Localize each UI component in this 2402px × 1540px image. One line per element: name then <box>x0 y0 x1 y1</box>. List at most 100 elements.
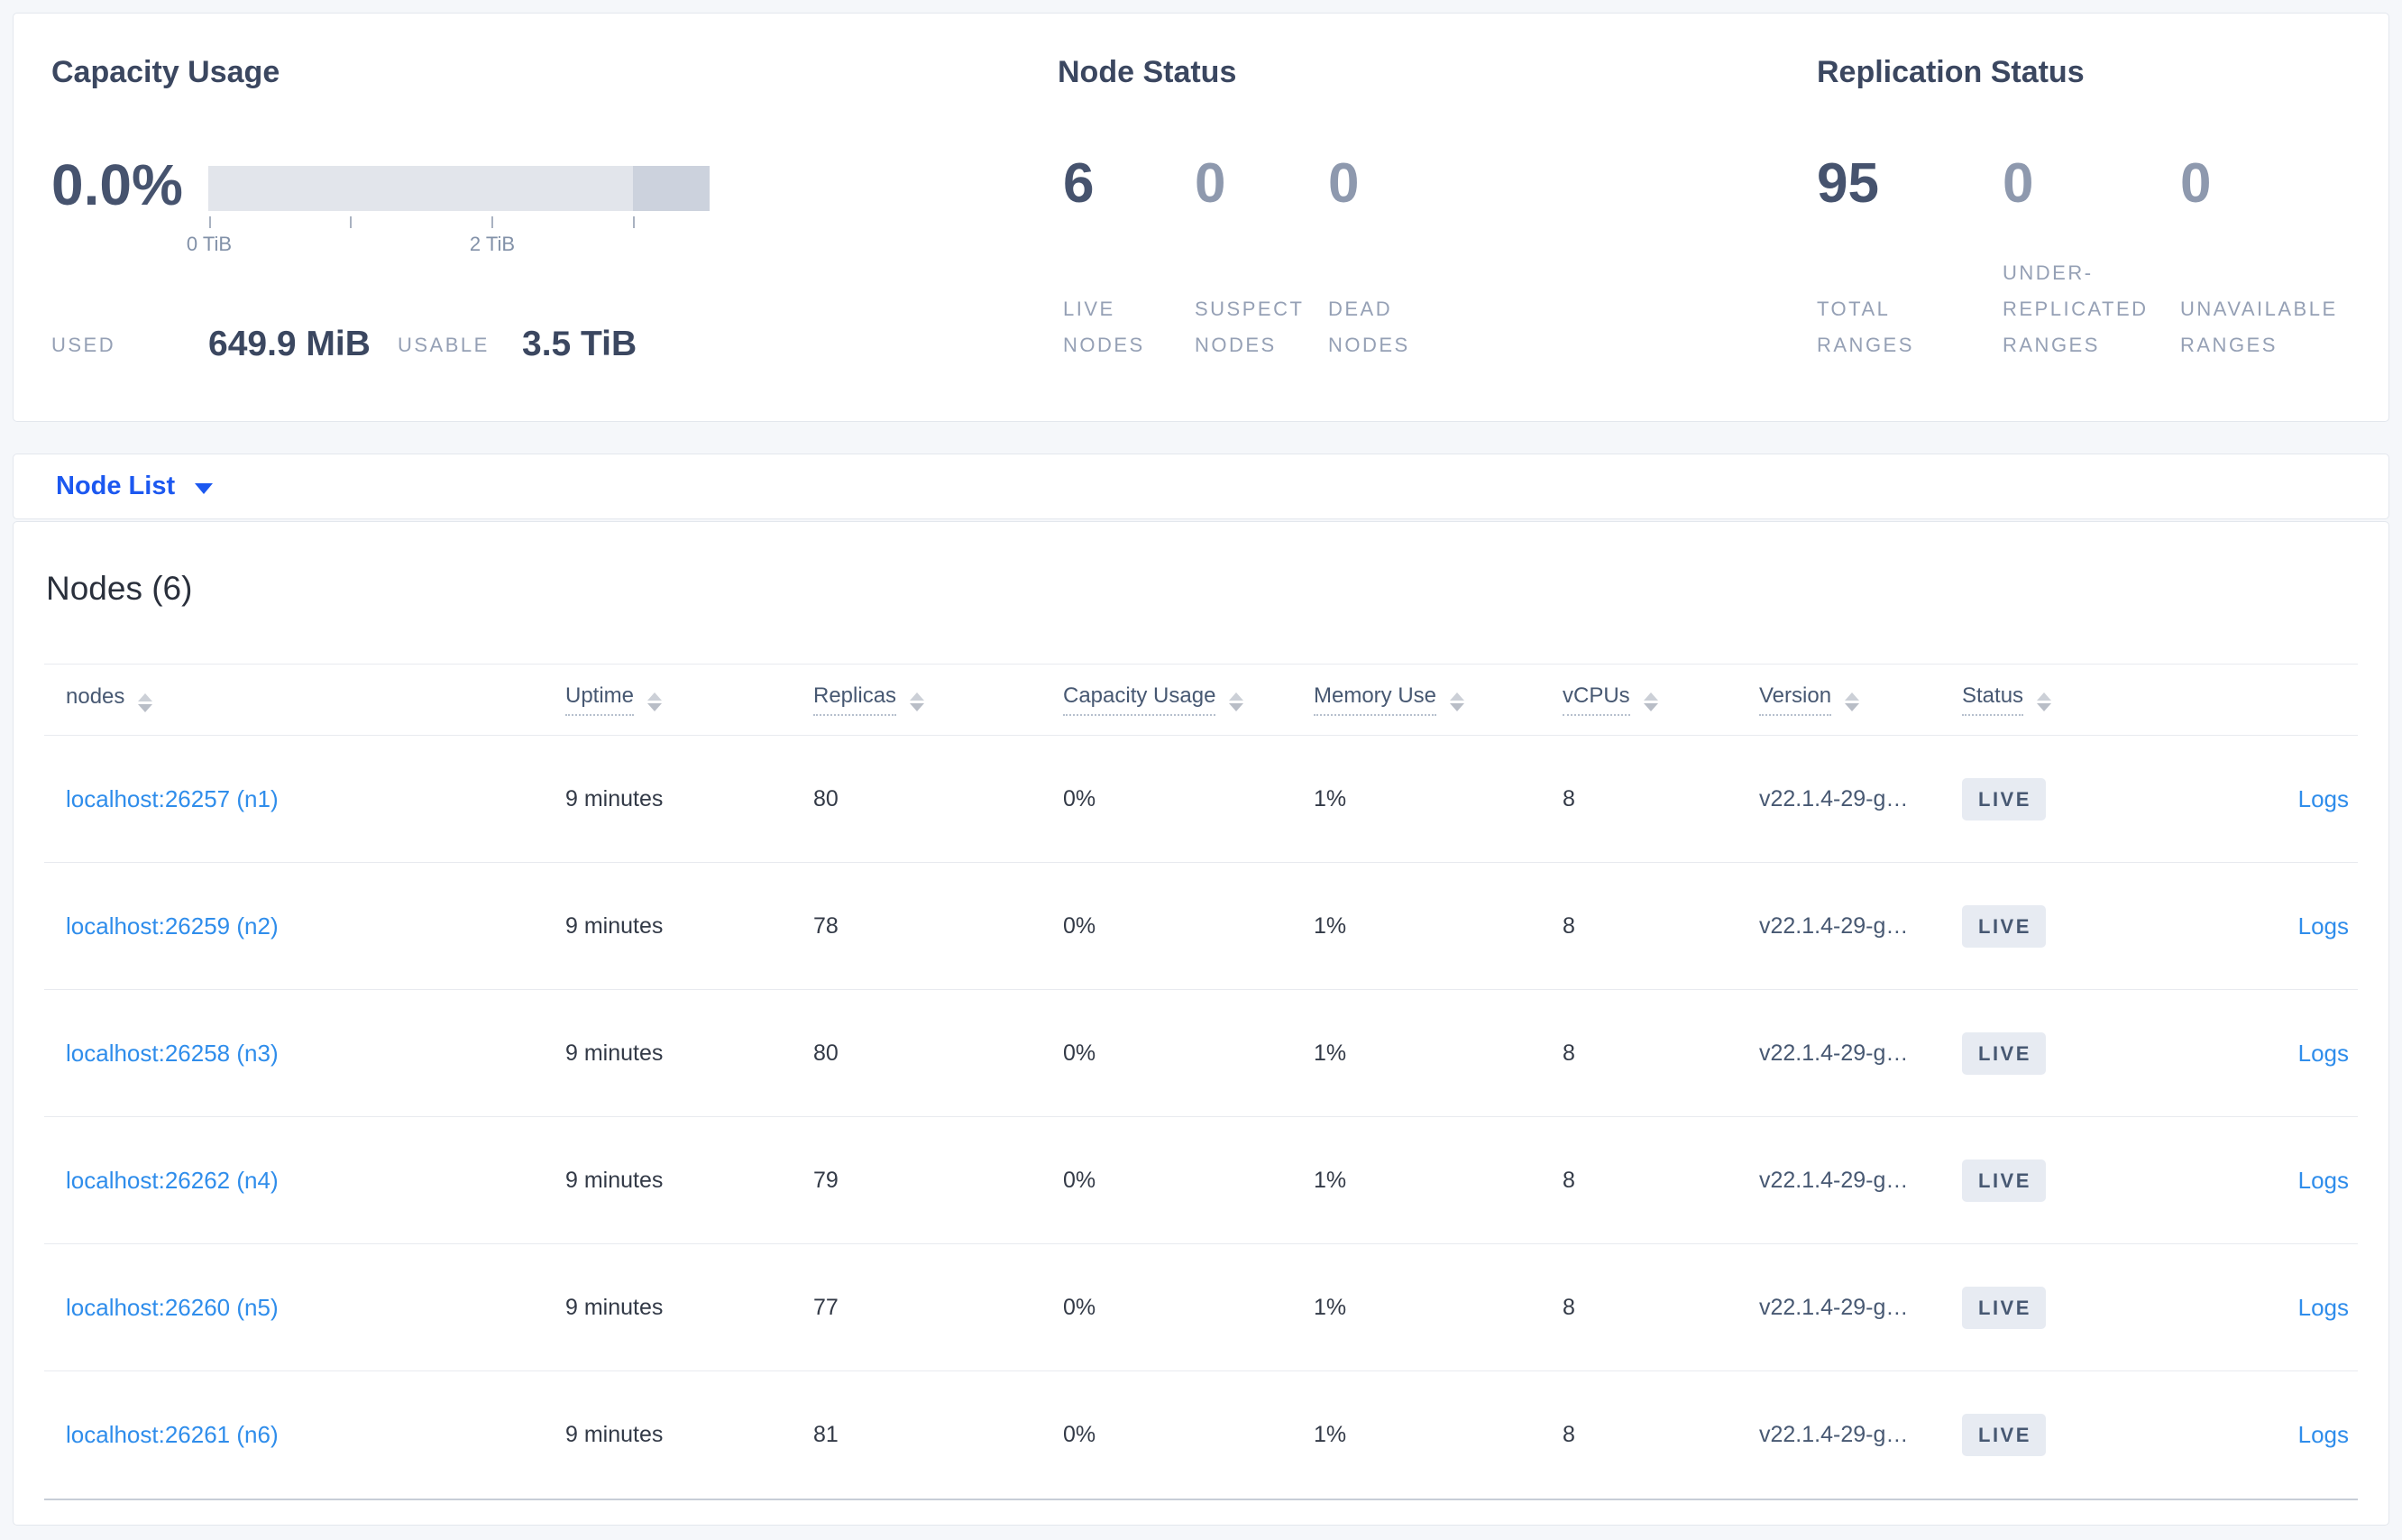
nodes-table-card: Nodes (6) nodes Uptime Replicas Capacity Us… <box>13 521 2389 1526</box>
logs-link[interactable]: Logs <box>2297 1421 2349 1448</box>
logs-link[interactable]: Logs <box>2297 1293 2349 1321</box>
column-header-memory[interactable]: Memory Use <box>1314 683 1563 716</box>
status-badge: LIVE <box>1962 1414 2046 1456</box>
capacity-usage-cell: 0% <box>1063 785 1096 811</box>
status-cell: LIVE <box>1962 1414 2142 1456</box>
capacity-usage-cell: 0% <box>1063 912 1096 939</box>
column-header-label: Memory Use <box>1314 683 1437 716</box>
vcpus-cell: 8 <box>1563 1422 1575 1447</box>
sort-arrows-icon <box>138 693 153 712</box>
table-row: localhost:26257 (n1) 9 minutes 80 0% 1% 8 v22.… <box>44 736 2358 863</box>
table-row: localhost:26261 (n6) 9 minutes 81 0% 1% 8 v22.… <box>44 1371 2358 1499</box>
status-badge: LIVE <box>1962 1159 2046 1202</box>
sort-up-arrow-icon <box>2037 692 2052 701</box>
version-cell: v22.1.4-29-g… <box>1759 912 1909 939</box>
memory-use-cell: 1% <box>1314 1167 1347 1193</box>
replicas-cell: 78 <box>813 912 839 939</box>
chevron-down-icon <box>195 482 214 494</box>
column-header-vcpus[interactable]: vCPUs <box>1563 683 1759 716</box>
node-link[interactable]: localhost:26261 (n6) <box>66 1421 279 1448</box>
sort-down-arrow-icon <box>647 703 663 711</box>
table-row: localhost:26260 (n5) 9 minutes 77 0% 1% 8 v22.… <box>44 1244 2358 1371</box>
replicas-cell: 79 <box>813 1167 839 1193</box>
capacity-used-percent: 0.0% <box>51 152 183 217</box>
logs-link[interactable]: Logs <box>2297 1166 2349 1194</box>
capacity-axis-tick <box>633 216 635 228</box>
column-header-status[interactable]: Status <box>1962 683 2142 716</box>
node-link[interactable]: localhost:26257 (n1) <box>66 784 279 812</box>
nodes-table-title: Nodes (6) <box>46 570 193 607</box>
status-cell: LIVE <box>1962 777 2142 820</box>
sort-arrows-icon <box>1845 692 1860 711</box>
replication-status-panel: Replication Status 95 TOTAL RANGES 0 UNDER-… <box>1817 14 2388 421</box>
nodes-table-header-row: nodes Uptime Replicas Capacity Usage Memory … <box>44 664 2358 736</box>
logs-link[interactable]: Logs <box>2297 912 2349 940</box>
status-badge: LIVE <box>1962 904 2046 948</box>
node-cell: localhost:26261 (n6) <box>66 1421 565 1449</box>
sort-up-arrow-icon <box>1450 692 1465 701</box>
node-cell: localhost:26257 (n1) <box>66 785 565 813</box>
capacity-bar-unusable-segment <box>633 166 710 211</box>
stat-value-dead-nodes: 0 <box>1328 152 1360 215</box>
logs-link[interactable]: Logs <box>2297 1039 2349 1067</box>
replicas-cell: 81 <box>813 1422 839 1447</box>
column-header-label: nodes <box>66 684 125 709</box>
table-row: localhost:26259 (n2) 9 minutes 78 0% 1% 8 v22.… <box>44 863 2358 990</box>
capacity-usage-cell: 0% <box>1063 1422 1096 1447</box>
sort-down-arrow-icon <box>138 704 153 712</box>
table-row: localhost:26258 (n3) 9 minutes 80 0% 1% 8 v22.… <box>44 990 2358 1117</box>
sort-down-arrow-icon <box>2037 703 2052 711</box>
column-header-capacity[interactable]: Capacity Usage <box>1063 683 1314 716</box>
stat-total-ranges: 95 TOTAL RANGES <box>1817 154 1988 363</box>
version-cell: v22.1.4-29-g… <box>1759 1040 1909 1066</box>
sort-up-arrow-icon <box>1643 692 1658 701</box>
cluster-summary-card: Capacity Usage 0.0% 0 TiB 2 TiB USED 649… <box>13 13 2389 422</box>
stat-value-live-nodes: 6 <box>1063 152 1095 215</box>
column-header-replicas[interactable]: Replicas <box>813 683 1063 716</box>
column-header-version[interactable]: Version <box>1759 683 1962 716</box>
uptime-cell: 9 minutes <box>565 1040 664 1066</box>
status-cell: LIVE <box>1962 904 2142 948</box>
uptime-cell: 9 minutes <box>565 785 664 811</box>
node-list-dropdown[interactable]: Node List <box>56 454 214 518</box>
sort-up-arrow-icon <box>1845 692 1860 701</box>
view-selector-bar: Node List <box>13 454 2389 519</box>
memory-use-cell: 1% <box>1314 1294 1347 1320</box>
stat-value-suspect-nodes: 0 <box>1195 152 1226 215</box>
capacity-usage-cell: 0% <box>1063 1294 1096 1320</box>
node-link[interactable]: localhost:26260 (n5) <box>66 1293 279 1321</box>
version-cell: v22.1.4-29-g… <box>1759 1167 1909 1193</box>
node-status-panel: Node Status 6 LIVE NODES 0 SUSPECT NODES 0 DE… <box>1058 14 1617 421</box>
column-header-node[interactable]: nodes <box>66 684 565 715</box>
status-cell: LIVE <box>1962 1159 2142 1202</box>
memory-use-cell: 1% <box>1314 785 1347 811</box>
node-link[interactable]: localhost:26259 (n2) <box>66 912 279 940</box>
version-cell: v22.1.4-29-g… <box>1759 785 1909 811</box>
logs-link[interactable]: Logs <box>2297 784 2349 812</box>
logs-cell: Logs <box>2142 785 2349 813</box>
node-cell: localhost:26260 (n5) <box>66 1294 565 1322</box>
stat-label-unavailable-ranges: UNAVAILABLE RANGES <box>2180 298 2338 356</box>
column-header-label: Capacity Usage <box>1063 683 1216 716</box>
node-cell: localhost:26259 (n2) <box>66 912 565 940</box>
used-value: 649.9 MiB <box>208 325 371 363</box>
column-header-uptime[interactable]: Uptime <box>565 683 813 716</box>
sort-down-arrow-icon <box>1643 703 1658 711</box>
node-link[interactable]: localhost:26258 (n3) <box>66 1039 279 1067</box>
vcpus-cell: 8 <box>1563 785 1575 811</box>
sort-arrows-icon <box>1229 692 1244 711</box>
capacity-usage-bar: 0 TiB 2 TiB <box>187 166 710 255</box>
status-cell: LIVE <box>1962 1286 2142 1329</box>
sort-down-arrow-icon <box>1450 703 1465 711</box>
uptime-cell: 9 minutes <box>565 1422 664 1447</box>
stat-under-replicated-ranges: 0 UNDER-REPLICATED RANGES <box>2003 154 2174 363</box>
sort-up-arrow-icon <box>138 693 153 701</box>
capacity-axis-tick <box>491 216 493 228</box>
vcpus-cell: 8 <box>1563 912 1575 939</box>
capacity-usage-cell: 0% <box>1063 1040 1096 1066</box>
uptime-cell: 9 minutes <box>565 1294 664 1320</box>
node-link[interactable]: localhost:26262 (n4) <box>66 1166 279 1194</box>
stat-live-nodes: 6 LIVE NODES <box>1063 154 1185 363</box>
stat-value-total-ranges: 95 <box>1817 152 1879 215</box>
sort-arrows-icon <box>1643 692 1658 711</box>
